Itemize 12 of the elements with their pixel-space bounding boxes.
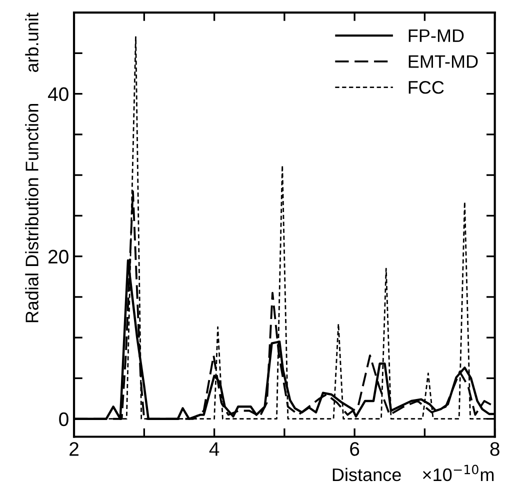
legend-label: FP-MD <box>408 29 464 42</box>
y-tick-label: 40 <box>48 87 68 102</box>
legend-label: EMT-MD <box>408 55 478 68</box>
legend-label: FCC <box>408 80 444 94</box>
x-tick-label: 6 <box>350 442 360 456</box>
y-axis-title: Radial Distribution Function arb.unit <box>25 12 38 322</box>
x-tick-label: 2 <box>70 442 78 456</box>
y-tick-label: 0 <box>59 412 68 426</box>
x-axis-title: Distance ×10$^{−10}$m <box>332 464 494 482</box>
y-tick-label: 20 <box>48 250 68 264</box>
x-tick-label: 4 <box>209 442 220 456</box>
x-tick-label: 8 <box>490 442 500 456</box>
